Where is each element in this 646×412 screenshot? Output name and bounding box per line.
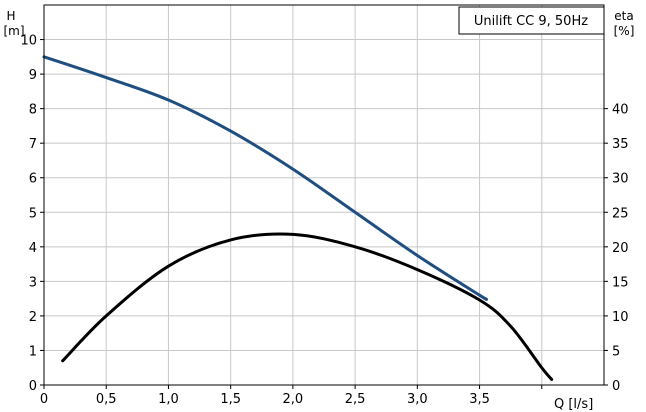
series-layer [42, 55, 554, 381]
x-axis-ticks: 0 0,5 1,0 1,5 2,0 2,5 3,0 3,5 [40, 385, 543, 407]
x-tick-label: 2,0 [283, 392, 304, 407]
x-tick-label: 1,0 [158, 392, 179, 407]
y-left-tick-label: 5 [29, 206, 37, 221]
y-right-tick-label: 15 [612, 275, 629, 290]
y-left-tick-label: 7 [29, 137, 37, 152]
legend-box [458, 6, 605, 35]
legend-title: Unilift CC 9, 50Hz [474, 14, 588, 29]
y-left-tick-label: 8 [29, 103, 37, 118]
x-tick-label: 3,0 [407, 392, 428, 407]
y-left-tick-label: 9 [29, 68, 37, 83]
y-left-tick-label: 1 [29, 344, 37, 359]
y-right-tick-label: 25 [612, 206, 629, 221]
y-left-axis-title-var: H [6, 9, 15, 23]
x-tick-label: 0,5 [96, 392, 117, 407]
y-left-axis-title-unit: [m] [3, 24, 24, 38]
head-curve [42, 55, 489, 301]
y-left-tick-label: 10 [20, 34, 37, 49]
y-right-tick-label: 30 [612, 172, 629, 187]
x-tick-label: 3,5 [469, 392, 490, 407]
y-left-tick-label: 2 [29, 310, 37, 325]
x-axis-title: Q [l/s] [554, 397, 593, 412]
y-left-tick-label: 4 [29, 241, 37, 256]
y-right-tick-label: 0 [612, 379, 620, 394]
y-right-tick-label: 40 [612, 103, 629, 118]
x-tick-label: 0 [40, 392, 48, 407]
legend: Unilift CC 9, 50Hz [458, 6, 605, 35]
y-left-axis-ticks: 0 1 2 3 4 5 6 7 8 9 10 [20, 34, 44, 394]
y-left-tick-label: 0 [29, 379, 37, 394]
plot-frame [43, 4, 605, 386]
y-right-tick-label: 20 [612, 241, 629, 256]
y-right-axis-ticks: 0 5 10 15 20 25 30 35 40 [604, 103, 629, 394]
grid [44, 5, 604, 385]
y-right-tick-label: 10 [612, 310, 629, 325]
x-tick-label: 2,5 [345, 392, 366, 407]
y-right-axis-title-unit: [%] [614, 24, 635, 38]
y-left-tick-label: 3 [29, 275, 37, 290]
y-right-axis-title-var: eta [614, 9, 633, 23]
x-tick-label: 1,5 [220, 392, 241, 407]
y-right-tick-label: 35 [612, 137, 629, 152]
y-right-tick-label: 5 [612, 344, 620, 359]
efficiency-curve [61, 232, 554, 381]
y-left-tick-label: 6 [29, 172, 37, 187]
